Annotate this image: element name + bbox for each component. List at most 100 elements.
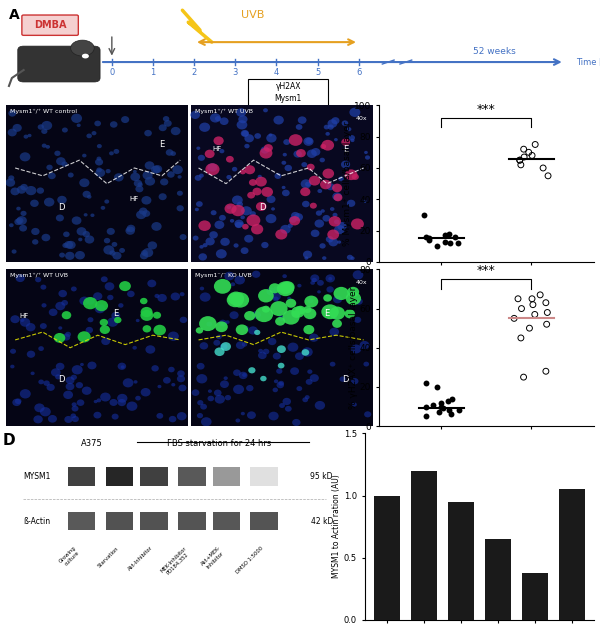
Circle shape (10, 188, 20, 195)
Circle shape (310, 274, 319, 282)
Circle shape (351, 218, 364, 230)
Circle shape (78, 238, 82, 242)
Bar (106, 467, 133, 486)
Circle shape (325, 132, 330, 136)
Circle shape (82, 153, 86, 158)
Circle shape (239, 372, 248, 379)
Circle shape (364, 411, 371, 418)
Circle shape (278, 316, 285, 321)
Circle shape (305, 182, 311, 187)
Circle shape (226, 321, 230, 324)
Circle shape (77, 399, 85, 406)
Point (542, 319, 551, 329)
Point (421, 378, 431, 388)
Circle shape (285, 406, 292, 412)
Circle shape (71, 114, 82, 123)
Circle shape (195, 208, 199, 211)
Text: 6: 6 (356, 68, 361, 77)
Circle shape (30, 200, 39, 207)
Circle shape (236, 120, 247, 130)
Circle shape (331, 117, 340, 124)
Circle shape (247, 192, 255, 198)
Circle shape (95, 304, 105, 313)
Bar (178, 467, 206, 486)
Circle shape (233, 244, 239, 248)
Circle shape (304, 137, 314, 146)
Text: Akt-Inhibitor: Akt-Inhibitor (127, 545, 154, 572)
Circle shape (287, 297, 291, 300)
Circle shape (315, 401, 325, 410)
Point (517, 304, 526, 314)
Circle shape (136, 210, 146, 219)
Circle shape (224, 376, 228, 380)
Circle shape (332, 192, 342, 200)
Circle shape (332, 319, 342, 328)
Circle shape (359, 341, 370, 349)
Circle shape (281, 186, 286, 189)
FancyBboxPatch shape (18, 46, 100, 82)
Point (424, 233, 434, 244)
Circle shape (268, 412, 278, 421)
Circle shape (114, 173, 124, 182)
Circle shape (123, 378, 133, 387)
Circle shape (109, 399, 118, 406)
Circle shape (197, 413, 203, 418)
Text: ***: *** (477, 103, 496, 116)
Circle shape (232, 205, 245, 216)
Circle shape (79, 297, 89, 305)
Circle shape (206, 322, 212, 327)
Point (421, 232, 430, 242)
Circle shape (254, 330, 260, 335)
Point (527, 294, 537, 304)
Circle shape (205, 237, 215, 245)
Circle shape (236, 341, 245, 349)
Circle shape (310, 203, 317, 208)
Text: Starvation: Starvation (97, 545, 119, 568)
Circle shape (136, 185, 143, 192)
Circle shape (341, 138, 350, 146)
Circle shape (292, 306, 305, 318)
Circle shape (143, 248, 153, 257)
Y-axis label: % Mysm1⁺ cells/basal layer: % Mysm1⁺ cells/basal layer (343, 121, 352, 246)
Circle shape (266, 195, 275, 203)
Circle shape (56, 157, 65, 165)
Circle shape (20, 389, 31, 399)
Circle shape (58, 290, 67, 297)
Circle shape (112, 252, 122, 260)
Circle shape (296, 124, 302, 130)
Circle shape (205, 163, 220, 175)
Point (438, 403, 448, 413)
Circle shape (65, 332, 71, 337)
Circle shape (148, 242, 157, 250)
Circle shape (65, 377, 74, 384)
Circle shape (197, 400, 203, 406)
Circle shape (141, 250, 148, 256)
Circle shape (337, 222, 347, 230)
Circle shape (203, 243, 208, 247)
Circle shape (143, 171, 152, 180)
Circle shape (284, 165, 292, 171)
Circle shape (71, 406, 79, 411)
Circle shape (142, 196, 151, 205)
Circle shape (100, 326, 110, 334)
Bar (212, 467, 240, 486)
Circle shape (277, 382, 284, 388)
Point (519, 144, 529, 154)
Text: FBS starvation for 24 hrs: FBS starvation for 24 hrs (167, 439, 272, 448)
Point (538, 163, 548, 173)
Circle shape (107, 317, 118, 327)
Circle shape (241, 215, 245, 219)
Circle shape (296, 386, 302, 391)
Text: D: D (58, 203, 64, 212)
Point (513, 294, 523, 304)
Bar (191, 269, 373, 426)
Circle shape (83, 191, 91, 198)
Circle shape (101, 337, 110, 345)
Text: MYSM1: MYSM1 (23, 472, 50, 481)
Circle shape (107, 295, 113, 300)
Y-axis label: MYSM1 to Actin ration (AU): MYSM1 to Actin ration (AU) (332, 475, 341, 578)
Circle shape (274, 173, 281, 179)
Circle shape (235, 220, 244, 228)
Circle shape (317, 290, 321, 294)
Circle shape (201, 418, 212, 426)
